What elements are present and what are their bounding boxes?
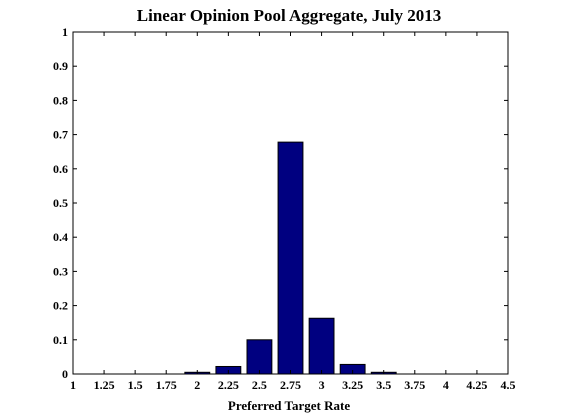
y-tick-label: 0.4 <box>53 230 68 244</box>
x-tick-label: 3.75 <box>404 378 425 392</box>
x-tick-label: 2.25 <box>218 378 239 392</box>
y-tick-label: 0.9 <box>53 59 68 73</box>
y-tick-label: 0 <box>62 367 68 381</box>
x-tick-label: 3 <box>319 378 325 392</box>
x-tick-label: 4.25 <box>466 378 487 392</box>
y-tick-label: 0.8 <box>53 93 68 107</box>
x-tick-label: 3.25 <box>342 378 363 392</box>
x-tick-label: 2 <box>194 378 200 392</box>
ticks-layer <box>72 31 509 375</box>
x-tick-label: 4.5 <box>501 378 516 392</box>
x-axis-label: Preferred Target Rate <box>228 398 350 413</box>
x-tick-labels: 1 1.25 1.5 1.75 2 2.25 2.5 2.75 3 3.25 3.5 3.75 4 4.2… <box>70 378 516 392</box>
x-tick-label: 3.5 <box>376 378 391 392</box>
bars-layer <box>184 141 397 375</box>
x-tick-label: 1 <box>70 378 76 392</box>
x-tick-label: 1.75 <box>156 378 177 392</box>
y-tick-label: 0.1 <box>53 333 68 347</box>
x-tick-label: 4 <box>443 378 449 392</box>
x-tick-label: 1.5 <box>128 378 143 392</box>
chart-title: Linear Opinion Pool Aggregate, July 2013 <box>137 6 441 25</box>
bar-2.75 <box>277 141 304 375</box>
y-tick-label: 0.6 <box>53 162 68 176</box>
bar-3 <box>308 317 335 375</box>
y-tick-label: 1 <box>62 25 68 39</box>
y-tick-label: 0.2 <box>53 299 68 313</box>
x-tick-label: 1.25 <box>94 378 115 392</box>
y-tick-label: 0.5 <box>53 196 68 210</box>
x-tick-label: 2.5 <box>252 378 267 392</box>
bar-2.5 <box>246 339 273 375</box>
x-tick-label: 2.75 <box>280 378 301 392</box>
y-tick-labels: 0 0.1 0.2 0.3 0.4 0.5 0.6 0.7 0.8 0.9 1 <box>53 25 68 381</box>
y-tick-label: 0.3 <box>53 264 68 278</box>
y-tick-label: 0.7 <box>53 128 68 142</box>
